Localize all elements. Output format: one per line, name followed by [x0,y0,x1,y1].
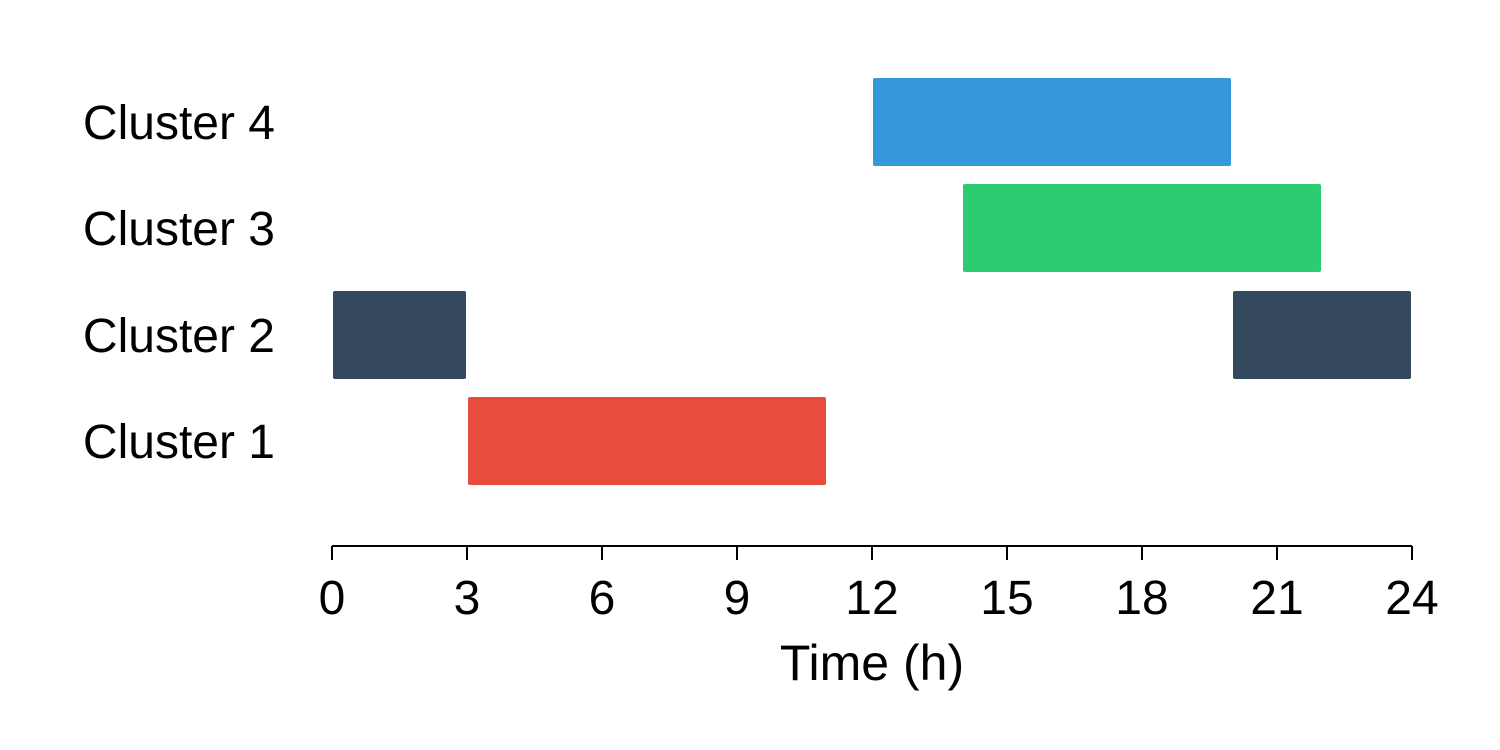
category-label: Cluster 2 [83,310,275,363]
x-tick-label: 21 [1250,572,1303,625]
bar [873,78,1231,166]
bar [1233,291,1411,379]
category-label: Cluster 1 [83,416,275,469]
x-tick-label: 24 [1385,572,1438,625]
x-tick-label: 0 [319,572,346,625]
x-tick-label: 15 [980,572,1033,625]
x-tick-label: 12 [845,572,898,625]
bar [963,184,1321,272]
x-tick-label: 9 [724,572,751,625]
category-label: Cluster 4 [83,97,275,150]
bars [333,78,1411,485]
x-tick-label: 18 [1115,572,1168,625]
category-labels: Cluster 1 Cluster 2 Cluster 3 Cluster 4 [83,97,275,469]
bar [333,291,466,379]
x-axis: 0 3 6 9 12 15 18 21 24 Time (h) [319,545,1439,691]
category-label: Cluster 3 [83,203,275,256]
bar [468,397,826,485]
x-ticks: 0 3 6 9 12 15 18 21 24 [319,546,1439,625]
x-tick-label: 3 [454,572,481,625]
x-axis-title: Time (h) [780,635,964,691]
x-tick-label: 6 [589,572,616,625]
